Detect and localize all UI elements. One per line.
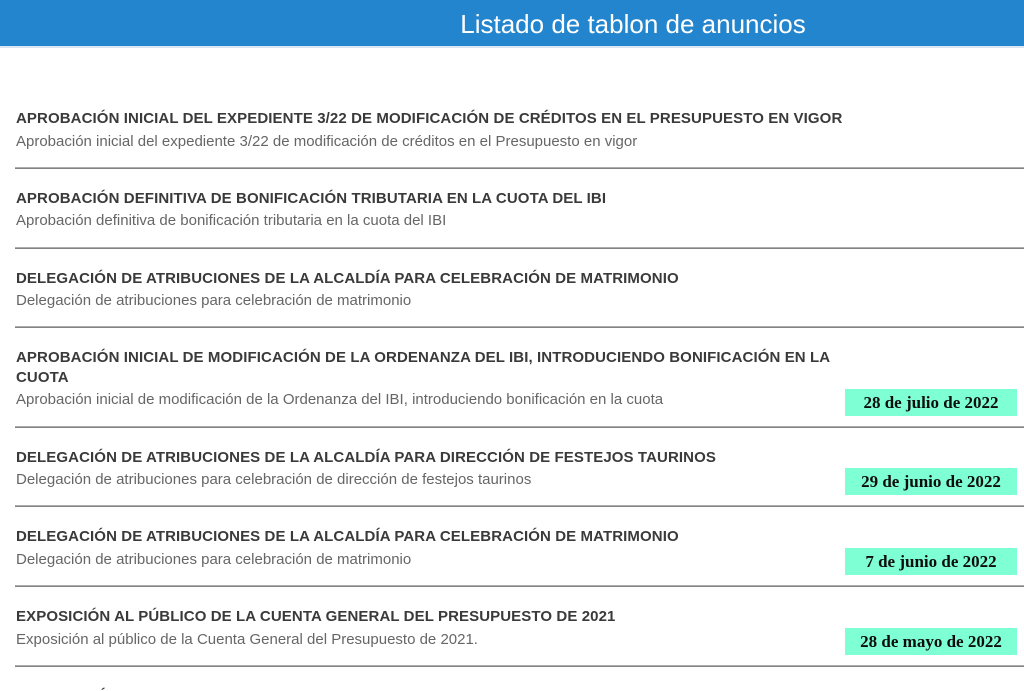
announcement-item[interactable]: EXPOSICIÓN AL PÚBLICO DE LA CUENTA GENER… [15,587,1024,665]
page-header: Listado de tablon de anuncios [0,0,1024,48]
announcement-item[interactable]: DELEGACIÓN DE ATRIBUCIONES DE LA ALCALDÍ… [15,507,1024,585]
announcement-text: DELEGACIÓN DE ATRIBUCIONES DE LA ALCALDÍ… [16,269,679,312]
announcement-title[interactable]: DELEGACIÓN DE ATRIBUCIONES DE LA ALCALDÍ… [16,448,716,466]
announcement-text: APROBACIÓN DEFINITIVA DE LA ORDENANZA DE… [16,687,586,691]
announcement-title[interactable]: DELEGACIÓN DE ATRIBUCIONES DE LA ALCALDÍ… [16,528,679,546]
announcement-subtitle: Aprobación inicial de modificación de la… [16,391,664,409]
announcement-item[interactable]: APROBACIÓN INICIAL DEL EXPEDIENTE 3/22 D… [15,89,1024,167]
announcement-item[interactable]: APROBACIÓN DEFINITIVA DE LA ORDENANZA DE… [15,667,1024,691]
announcement-date-badge: 7 de junio de 2022 [845,548,1017,575]
announcement-title[interactable]: APROBACIÓN INICIAL DEL EXPEDIENTE 3/22 D… [16,110,843,127]
announcements-list: APROBACIÓN INICIAL DEL EXPEDIENTE 3/22 D… [15,48,1024,691]
announcement-subtitle: Delegación de atribuciones para celebrac… [16,550,412,568]
announcement-subtitle: Aprobación inicial del expediente 3/22 d… [16,132,638,150]
announcement-text: APROBACIÓN INICIAL DE MODIFICACIÓN DE LA… [16,348,845,410]
announcement-text: DELEGACIÓN DE ATRIBUCIONES DE LA ALCALDÍ… [16,527,679,570]
announcement-text: APROBACIÓN DEFINITIVA DE BONIFICACIÓN TR… [16,189,606,232]
announcement-title[interactable]: DELEGACIÓN DE ATRIBUCIONES DE LA ALCALDÍ… [16,269,679,287]
announcement-date-badge: 28 de julio de 2022 [845,388,1017,416]
announcement-item[interactable]: DELEGACIÓN DE ATRIBUCIONES DE LA ALCALDÍ… [15,249,1024,327]
divider [15,505,1024,508]
announcement-date-badge: 28 de mayo de 2022 [845,627,1017,655]
divider [15,246,1024,249]
announcement-item[interactable]: DELEGACIÓN DE ATRIBUCIONES DE LA ALCALDÍ… [15,428,1024,506]
divider [15,425,1024,428]
divider [15,585,1024,587]
announcement-item[interactable]: APROBACIÓN DEFINITIVA DE BONIFICACIÓN TR… [15,169,1024,247]
announcement-text: EXPOSICIÓN AL PÚBLICO DE LA CUENTA GENER… [16,607,616,650]
announcement-date-badge: 29 de junio de 2022 [845,468,1017,496]
page-title: Listado de tablon de anuncios [460,9,806,39]
announcement-subtitle: Aprobación definitiva de bonificación tr… [16,212,447,230]
announcement-text: DELEGACIÓN DE ATRIBUCIONES DE LA ALCALDÍ… [16,448,716,491]
announcement-title[interactable]: APROBACIÓN DEFINITIVA DE LA ORDENANZA DE… [16,687,586,691]
announcement-text: APROBACIÓN INICIAL DEL EXPEDIENTE 3/22 D… [16,109,842,152]
announcement-title[interactable]: APROBACIÓN INICIAL DE MODIFICACIÓN DE LA… [16,349,830,386]
announcement-title[interactable]: EXPOSICIÓN AL PÚBLICO DE LA CUENTA GENER… [16,608,616,625]
announcement-subtitle: Delegación de atribuciones para celebrac… [16,292,412,309]
announcement-item[interactable]: APROBACIÓN INICIAL DE MODIFICACIÓN DE LA… [15,328,1024,425]
announcement-subtitle: Exposición al público de la Cuenta Gener… [16,630,478,648]
announcement-subtitle: Delegación de atribuciones para celebrac… [16,471,532,488]
divider [15,326,1024,329]
announcement-title[interactable]: APROBACIÓN DEFINITIVA DE BONIFICACIÓN TR… [16,189,607,207]
divider [15,166,1024,169]
divider [15,664,1024,667]
